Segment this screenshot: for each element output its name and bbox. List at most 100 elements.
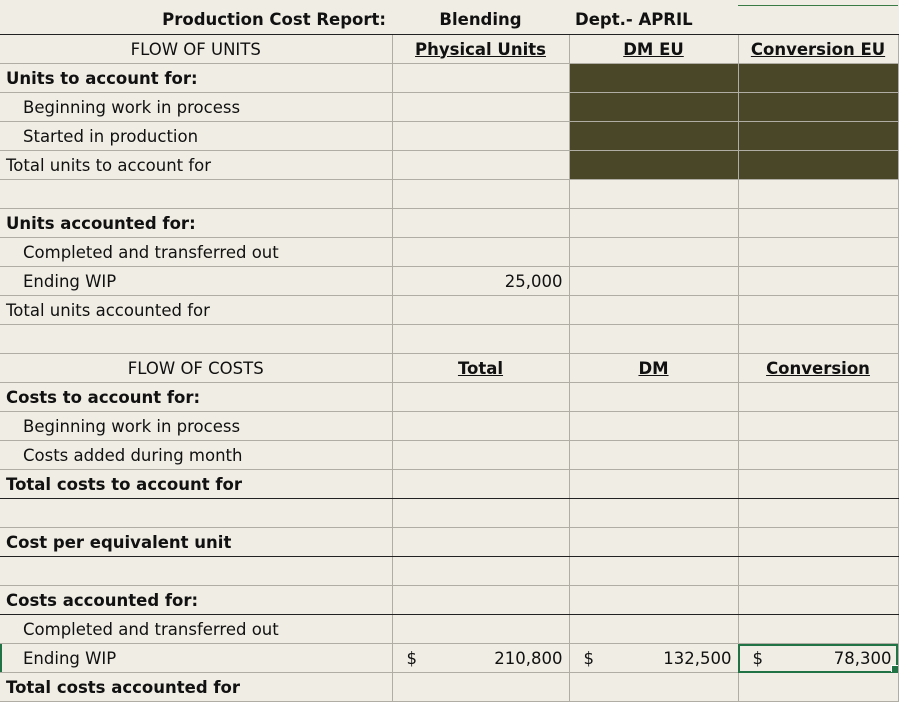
total-costs-to-account-label[interactable]: Total costs to account for — [0, 469, 393, 499]
cell[interactable] — [569, 469, 739, 499]
cell[interactable] — [569, 237, 739, 267]
cell[interactable] — [738, 208, 899, 238]
cell[interactable] — [569, 266, 739, 296]
cell[interactable] — [738, 324, 899, 354]
cell[interactable] — [392, 63, 570, 93]
conversion-eu-header[interactable]: Conversion EU — [738, 34, 899, 64]
total-costs-accounted-label[interactable]: Total costs accounted for — [0, 672, 393, 702]
cell[interactable] — [392, 672, 570, 702]
units-accounted-heading[interactable]: Units accounted for: — [0, 208, 393, 238]
cell[interactable] — [0, 324, 393, 354]
cell[interactable] — [392, 556, 570, 586]
started-in-production-label[interactable]: Started in production — [0, 121, 393, 151]
cell[interactable] — [0, 556, 393, 586]
cell[interactable] — [738, 556, 899, 586]
dm-cost-header[interactable]: DM — [569, 353, 739, 383]
cell[interactable] — [738, 614, 899, 644]
cell[interactable] — [392, 382, 570, 412]
completed-units-label[interactable]: Completed and transferred out — [0, 237, 393, 267]
flow-of-units-label[interactable]: FLOW OF UNITS — [0, 34, 393, 64]
cell[interactable] — [738, 672, 899, 702]
ending-wip-physical-units[interactable]: 25,000 — [392, 266, 570, 296]
flow-of-costs-label[interactable]: FLOW OF COSTS — [0, 353, 393, 383]
total-units-accounted-label[interactable]: Total units accounted for — [0, 295, 393, 325]
ending-wip-units-label[interactable]: Ending WIP — [0, 266, 393, 296]
cell[interactable] — [569, 527, 739, 557]
cell[interactable] — [738, 237, 899, 267]
cell[interactable] — [569, 585, 739, 615]
report-month-cell[interactable]: Dept.- APRIL — [569, 5, 738, 35]
completed-costs-label[interactable]: Completed and transferred out — [0, 614, 393, 644]
cell[interactable] — [569, 324, 739, 354]
cell[interactable] — [738, 527, 899, 557]
cell[interactable] — [569, 556, 739, 586]
cell[interactable] — [392, 237, 570, 267]
cell[interactable] — [392, 527, 570, 557]
cell[interactable] — [569, 208, 739, 238]
cell[interactable] — [569, 672, 739, 702]
cell[interactable] — [392, 498, 570, 528]
cell[interactable] — [738, 382, 899, 412]
report-title-cell[interactable]: Production Cost Report: — [0, 5, 392, 35]
costs-added-label[interactable]: Costs added during month — [0, 440, 393, 470]
cell[interactable] — [738, 469, 899, 499]
cell-title-d[interactable] — [738, 5, 898, 35]
physical-units-header[interactable]: Physical Units — [392, 34, 570, 64]
total-cost-header[interactable]: Total — [392, 353, 570, 383]
cell[interactable] — [0, 498, 393, 528]
cell[interactable] — [392, 411, 570, 441]
total-units-to-account-label[interactable]: Total units to account for — [0, 150, 393, 180]
cell[interactable] — [0, 179, 393, 209]
units-to-account-heading[interactable]: Units to account for: — [0, 63, 393, 93]
ending-wip-total-cost-cell[interactable]: $210,800 — [392, 643, 570, 673]
cell[interactable] — [392, 208, 570, 238]
fill-handle[interactable] — [890, 665, 897, 672]
cell[interactable] — [569, 498, 739, 528]
shaded-cell[interactable] — [569, 150, 739, 180]
dept-name-cell[interactable]: Blending — [392, 5, 569, 35]
cell[interactable] — [738, 295, 899, 325]
cell[interactable] — [738, 440, 899, 470]
ending-wip-total-cost: 210,800 — [494, 648, 563, 668]
cell[interactable] — [738, 585, 899, 615]
cell[interactable] — [738, 266, 899, 296]
cell[interactable] — [569, 295, 739, 325]
cell[interactable] — [392, 121, 570, 151]
cell[interactable] — [392, 469, 570, 499]
cell[interactable] — [392, 440, 570, 470]
beginning-wip-costs-label[interactable]: Beginning work in process — [0, 411, 393, 441]
ending-wip-conversion-cost-cell[interactable]: $78,300 — [738, 643, 899, 673]
costs-to-account-heading-row: Costs to account for: — [0, 382, 899, 412]
beginning-wip-units-label[interactable]: Beginning work in process — [0, 92, 393, 122]
shaded-cell[interactable] — [569, 92, 739, 122]
cell[interactable] — [392, 614, 570, 644]
costs-to-account-heading[interactable]: Costs to account for: — [0, 382, 393, 412]
cell[interactable] — [738, 411, 899, 441]
shaded-cell[interactable] — [738, 92, 899, 122]
dm-eu-header[interactable]: DM EU — [569, 34, 739, 64]
cell[interactable] — [392, 150, 570, 180]
cell[interactable] — [569, 411, 739, 441]
cell[interactable] — [569, 179, 739, 209]
cell[interactable] — [392, 585, 570, 615]
cell[interactable] — [569, 382, 739, 412]
conversion-cost-header[interactable]: Conversion — [738, 353, 899, 383]
ending-wip-dm-cost-cell[interactable]: $132,500 — [569, 643, 739, 673]
cell[interactable] — [569, 440, 739, 470]
cell[interactable] — [392, 295, 570, 325]
cost-per-eu-label[interactable]: Cost per equivalent unit — [0, 527, 393, 557]
cell[interactable] — [392, 324, 570, 354]
cell[interactable] — [392, 179, 570, 209]
shaded-cell[interactable] — [569, 121, 739, 151]
shaded-cell[interactable] — [738, 63, 899, 93]
costs-accounted-heading[interactable]: Costs accounted for: — [0, 585, 393, 615]
cell[interactable] — [738, 179, 899, 209]
cell[interactable] — [392, 92, 570, 122]
cell[interactable] — [569, 614, 739, 644]
cell[interactable] — [738, 498, 899, 528]
ending-wip-costs-label[interactable]: Ending WIP — [0, 643, 393, 673]
shaded-cell[interactable] — [738, 121, 899, 151]
shaded-cell[interactable] — [569, 63, 739, 93]
shaded-cell[interactable] — [738, 150, 899, 180]
